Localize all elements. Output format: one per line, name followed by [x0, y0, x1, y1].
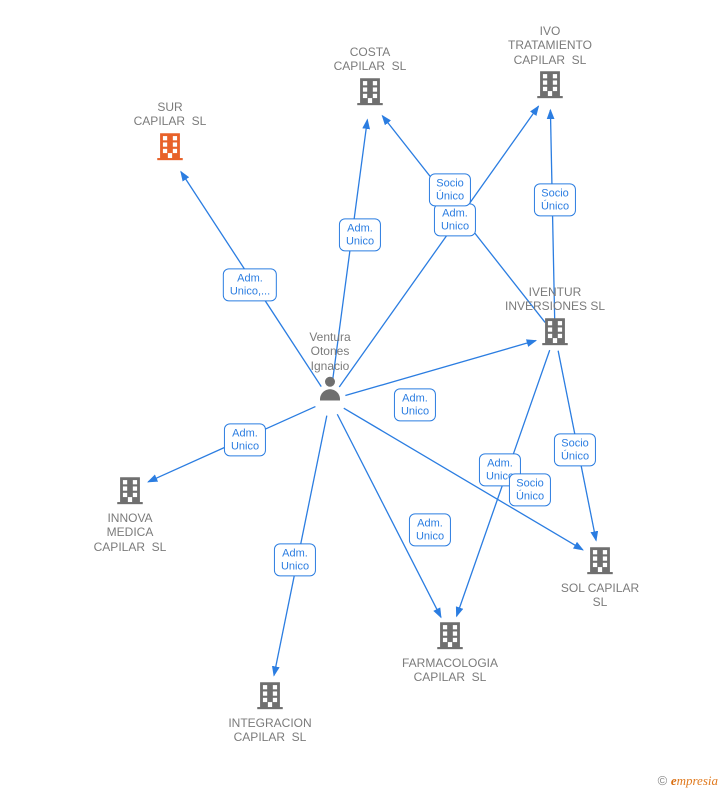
building-icon — [495, 314, 615, 348]
node-label: SUR CAPILAR SL — [134, 100, 207, 128]
brand-name: empresia — [671, 773, 718, 788]
node-label: IVO TRATAMIENTO CAPILAR SL — [508, 24, 592, 67]
network-diagram: Ventura Otones Ignacio SUR CAPILAR SL CO… — [0, 0, 728, 795]
edge-label: Socio Único — [509, 473, 551, 506]
node-iventur: IVENTUR INVERSIONES SL — [495, 285, 615, 352]
node-label: INTEGRACION CAPILAR SL — [228, 716, 311, 744]
edge-label: Adm. Unico — [274, 543, 316, 576]
building-icon — [110, 129, 230, 163]
edge-label: Adm. Unico,... — [223, 268, 277, 301]
edge-label: Socio Único — [534, 183, 576, 216]
node-integra: INTEGRACION CAPILAR SL — [210, 678, 330, 745]
node-label: FARMACOLOGIA CAPILAR SL — [402, 656, 498, 684]
node-ventura: Ventura Otones Ignacio — [270, 330, 390, 407]
edge-label: Adm. Unico — [434, 203, 476, 236]
node-label: INNOVA MEDICA CAPILAR SL — [94, 511, 167, 554]
node-label: Ventura Otones Ignacio — [309, 330, 350, 373]
building-icon — [70, 473, 190, 507]
edge-label: Adm. Unico — [394, 388, 436, 421]
node-label: COSTA CAPILAR SL — [334, 45, 407, 73]
building-icon — [390, 618, 510, 652]
edge-label: Adm. Unico — [339, 218, 381, 251]
node-farm: FARMACOLOGIA CAPILAR SL — [390, 618, 510, 685]
edge-label: Adm. Unico — [409, 513, 451, 546]
edge-label: Socio Único — [554, 433, 596, 466]
building-icon — [210, 678, 330, 712]
node-innova: INNOVA MEDICA CAPILAR SL — [70, 473, 190, 554]
node-label: SOL CAPILAR SL — [561, 581, 639, 609]
building-icon — [490, 67, 610, 101]
node-sur: SUR CAPILAR SL — [110, 100, 230, 167]
node-costa: COSTA CAPILAR SL — [310, 45, 430, 112]
building-icon — [310, 74, 430, 108]
copyright-symbol: © — [658, 773, 668, 788]
node-sol: SOL CAPILAR SL — [540, 543, 660, 610]
node-ivo: IVO TRATAMIENTO CAPILAR SL — [490, 24, 610, 105]
node-label: IVENTUR INVERSIONES SL — [505, 285, 605, 313]
building-icon — [540, 543, 660, 577]
edge-label: Adm. Unico — [224, 423, 266, 456]
footer-credit: © empresia — [658, 773, 718, 789]
person-icon — [270, 373, 390, 403]
edge-label: Socio Único — [429, 173, 471, 206]
